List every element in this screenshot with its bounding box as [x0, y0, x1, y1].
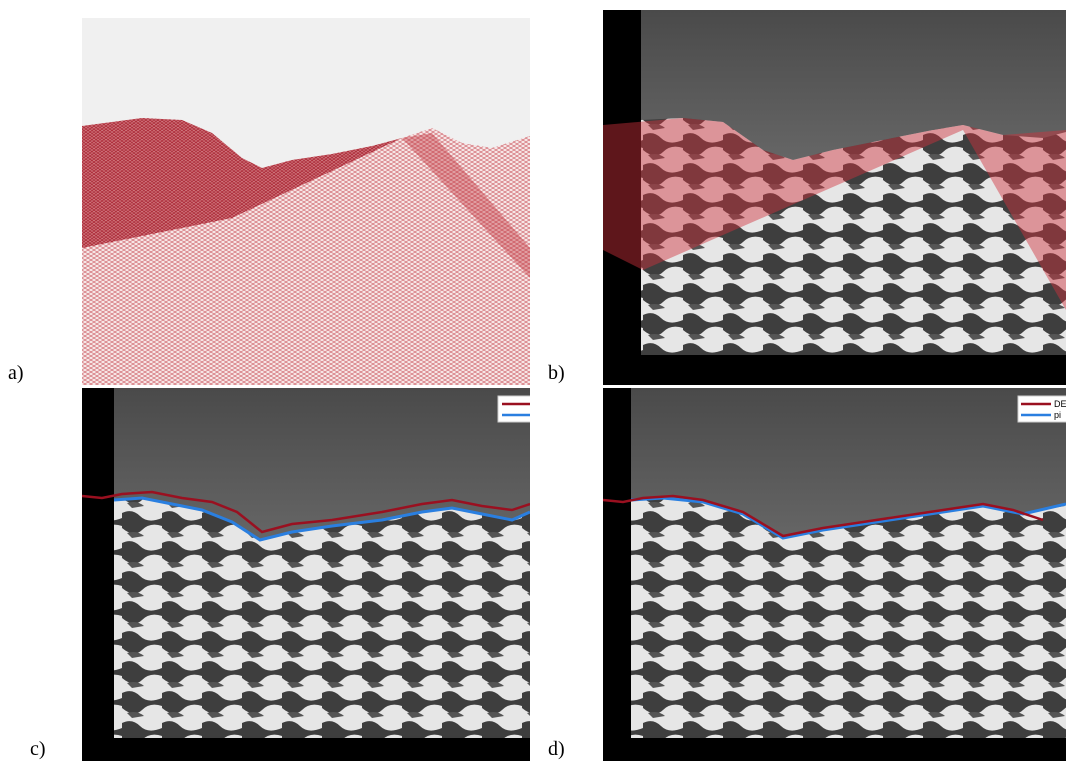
mountain	[114, 498, 530, 738]
panel-b	[603, 10, 1066, 385]
mountain	[631, 498, 1066, 738]
panel-a	[82, 18, 530, 385]
panel-label: c)	[30, 738, 46, 761]
figure: a) b) c) d) DE pi	[0, 0, 1066, 761]
legend-label: DE	[1054, 399, 1066, 409]
legend	[498, 396, 530, 422]
legend-label: pi	[1054, 410, 1061, 420]
panel-c	[82, 388, 530, 761]
panel-label: d)	[548, 738, 565, 761]
panel-label: b)	[548, 362, 565, 385]
panel-label: a)	[8, 362, 24, 385]
panel-d: DE pi	[603, 388, 1066, 761]
